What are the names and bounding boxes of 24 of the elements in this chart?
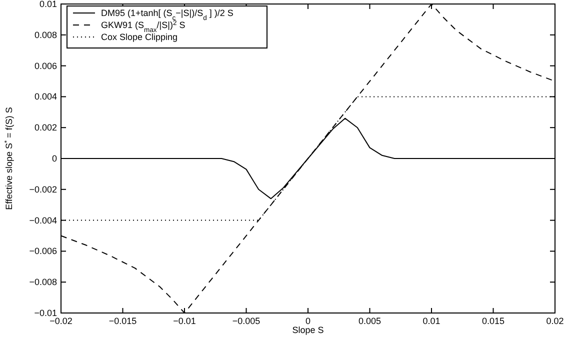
y-tick-label: 0.006 [34, 60, 57, 71]
x-tick-label: −0.01 [173, 316, 196, 326]
y-tick-label: 0.008 [34, 30, 57, 40]
x-tick-label: −0.02 [50, 316, 72, 326]
y-tick-label: 0.002 [34, 122, 57, 133]
legend-label: Cox Slope Clipping [101, 32, 178, 42]
y-tick-label: −0.002 [29, 184, 57, 194]
y-tick-label: 0.01 [39, 0, 57, 9]
y-tick-label: 0.004 [34, 92, 57, 102]
legend-label: DM95 (1+tanh[ (S$_{c}$−|S|)/S$_{d}$ ] )/2 S [101, 8, 234, 22]
x-tick-label: 0.02 [546, 316, 564, 326]
x-tick-label: 0.015 [482, 316, 505, 326]
y-tick-label: −0.006 [29, 246, 57, 256]
y-tick-label: −0.004 [29, 215, 57, 226]
y-tick-label: 0 [52, 154, 57, 164]
x-tick-label: −0.005 [232, 316, 260, 326]
x-tick-label: −0.015 [108, 316, 137, 326]
legend-label: GKW91 (S$_{max}$/|S|)$^{2}$ S [101, 20, 186, 34]
x-tick-label: 0.005 [358, 316, 382, 326]
y-tick-label: −0.008 [29, 277, 57, 288]
x-axis-title: Slope S [292, 325, 324, 335]
x-tick-label: 0 [305, 316, 311, 326]
y-tick-label: −0.01 [34, 308, 57, 318]
x-tick-label: 0.01 [422, 316, 440, 326]
